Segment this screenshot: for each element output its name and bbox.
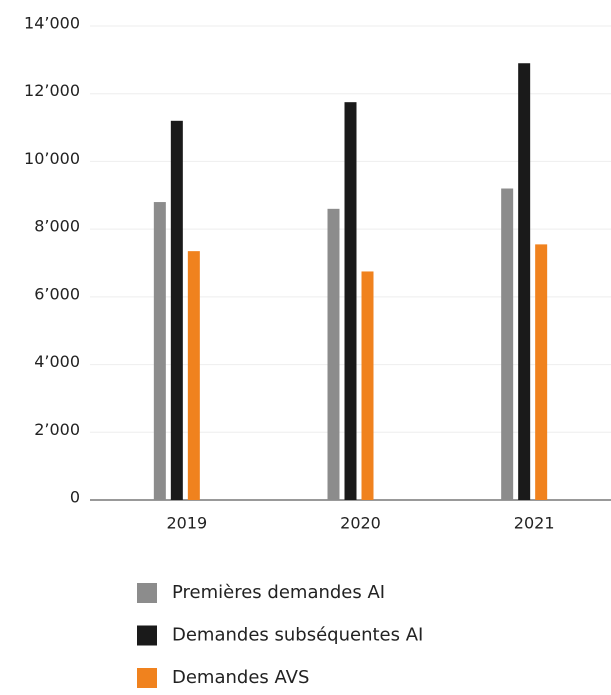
- bar: [535, 244, 548, 500]
- bar: [501, 188, 514, 500]
- y-tick-label: 0: [70, 488, 80, 507]
- legend-swatch: [137, 625, 157, 646]
- legend-label: Demandes subséquentes AI: [172, 625, 423, 646]
- legend-swatch: [137, 668, 157, 688]
- bar: [153, 202, 166, 501]
- legend-label: Premières demandes AI: [172, 582, 385, 603]
- bar: [187, 251, 200, 500]
- y-tick-label: 12’000: [24, 81, 80, 100]
- y-tick-label: 4’000: [34, 352, 80, 371]
- bar: [327, 208, 340, 501]
- y-tick-label: 6’000: [34, 284, 80, 303]
- bar: [361, 271, 374, 500]
- legend-label: Demandes AVS: [172, 667, 309, 688]
- y-tick-label: 8’000: [34, 217, 80, 236]
- legend-swatch: [137, 583, 157, 603]
- bar: [170, 120, 183, 501]
- bar: [518, 63, 531, 500]
- y-tick-label: 14’000: [24, 14, 80, 33]
- y-tick-label: 2’000: [34, 420, 80, 439]
- y-tick-label: 10’000: [24, 149, 80, 168]
- x-tick-label: 2021: [514, 514, 555, 533]
- legend: Premières demandes AI Demandes subséquent…: [137, 582, 423, 688]
- x-tick-label: 2019: [166, 514, 207, 533]
- x-tick-label: 2020: [340, 514, 381, 533]
- bar: [344, 102, 357, 500]
